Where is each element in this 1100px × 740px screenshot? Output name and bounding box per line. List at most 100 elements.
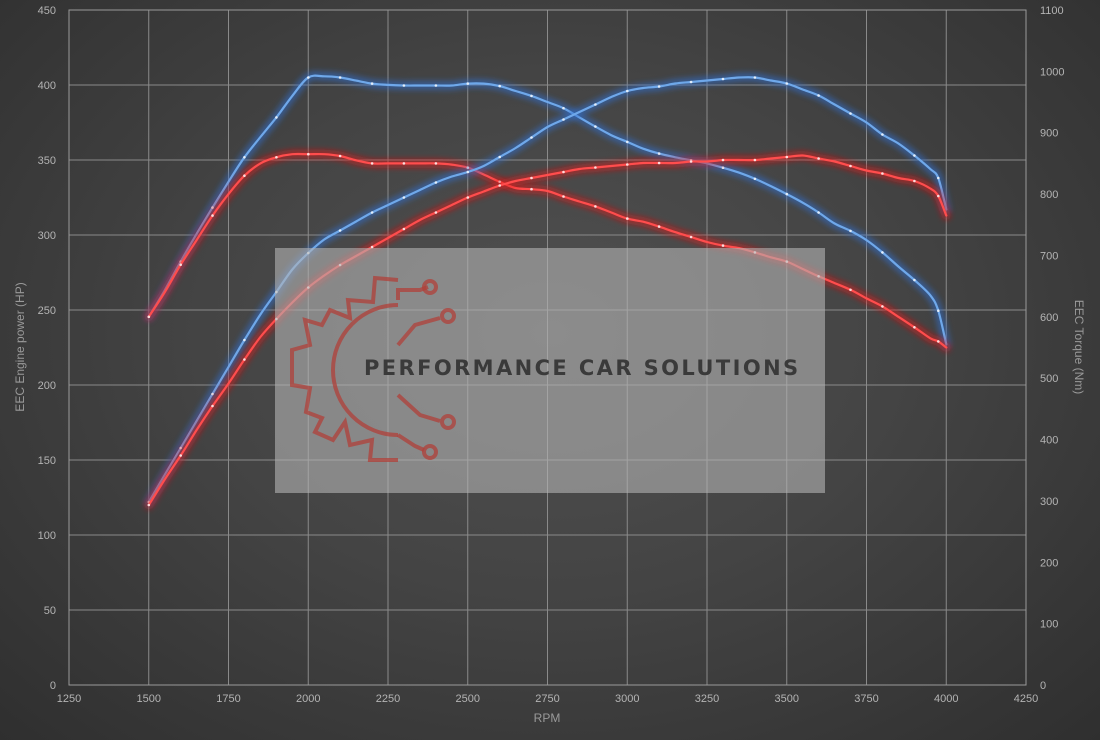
watermark-text: PERFORMANCE CAR SOLUTIONS (364, 356, 801, 380)
x-tick-label-1: 1500 (137, 693, 161, 705)
y-left-tick-label-5: 250 (38, 305, 56, 317)
y-axis-left-label: EEC Engine power (HP) (13, 282, 27, 411)
x-tick-label-6: 2750 (535, 693, 559, 705)
series-0-point-18 (434, 84, 438, 87)
series-2-point-16 (402, 196, 406, 199)
series-2-point-30 (626, 89, 629, 93)
y-left-tick-label-0: 0 (50, 680, 56, 692)
series-3-point-32 (657, 161, 661, 165)
series-3-point-28 (594, 166, 597, 169)
series-1-point-44 (849, 288, 852, 292)
series-3-point-6 (243, 358, 246, 361)
series-2-point-14 (370, 211, 374, 214)
y-right-tick-label-10: 1000 (1040, 66, 1064, 78)
series-1-point-24 (530, 187, 533, 191)
x-tick-label-4: 2250 (376, 693, 400, 705)
series-2-point-18 (434, 181, 438, 184)
series-3-point-0 (147, 503, 151, 507)
series-1-point-2 (179, 263, 182, 267)
y-right-tick-label-7: 700 (1040, 250, 1058, 262)
series-1-point-26 (562, 195, 565, 198)
series-3-point-4 (211, 404, 214, 408)
series-1-point-48 (913, 326, 916, 329)
series-2-point-22 (498, 155, 502, 159)
series-2-point-42 (817, 94, 820, 97)
series-0-point-42 (817, 211, 820, 214)
x-tick-label-10: 3750 (854, 693, 878, 705)
y-right-tick-label-5: 500 (1040, 373, 1058, 385)
series-3-point-24 (530, 176, 533, 180)
gear-circuit-logo (290, 275, 456, 462)
y-right-tick-label-9: 900 (1040, 128, 1058, 140)
tick-labels: 1250 1500 1750 2000 2250 2500 2750 3000 3250 3500… (38, 5, 1065, 705)
series-0-point-8 (275, 116, 278, 119)
series-3-point-36 (721, 158, 725, 162)
watermark: PERFORMANCE CAR SOLUTIONS (275, 248, 825, 493)
series-2-point-50 (937, 176, 940, 180)
x-tick-label-7: 3000 (615, 693, 639, 705)
y-right-tick-label-0: 0 (1040, 680, 1046, 692)
series-3-point-26 (562, 170, 565, 174)
series-1-point-8 (275, 156, 278, 159)
y-left-tick-label-8: 400 (38, 80, 56, 92)
series-1-point-50 (937, 340, 940, 343)
series-3-point-30 (626, 163, 629, 166)
y-left-tick-label-7: 350 (38, 155, 56, 167)
series-0-point-48 (913, 278, 916, 282)
watermark-box (275, 248, 825, 493)
series-1-point-32 (657, 225, 661, 228)
series-1-red-right (144, 149, 951, 352)
series-2-point-38 (753, 76, 757, 79)
y-right-tick-label-3: 300 (1040, 496, 1058, 508)
series-2-point-20 (466, 170, 470, 174)
series-3-point-18 (434, 211, 438, 214)
series-2-point-26 (562, 118, 565, 121)
series-3-point-20 (466, 196, 470, 199)
series-1-point-4 (211, 214, 214, 217)
series-1-point-46 (881, 305, 884, 308)
y-right-tick-label-11: 1100 (1040, 5, 1064, 17)
y-right-tick-label-8: 800 (1040, 189, 1058, 201)
series-1-point-14 (370, 162, 374, 165)
series-0-blue-right (144, 71, 951, 349)
series-1-line (147, 152, 948, 349)
series-3-point-42 (817, 157, 820, 160)
series-1-point-36 (721, 244, 725, 247)
y-right-tick-label-1: 100 (1040, 619, 1058, 631)
x-tick-label-5: 2500 (456, 693, 480, 705)
y-left-tick-label-9: 450 (38, 5, 56, 17)
series-2-point-4 (211, 392, 214, 396)
series-3-point-48 (913, 179, 916, 183)
series-3-point-16 (402, 227, 406, 231)
series-3-point-14 (370, 245, 374, 249)
y-right-tick-label-4: 400 (1040, 435, 1058, 447)
x-tick-label-9: 3500 (775, 693, 799, 705)
y-left-tick-label-4: 200 (38, 380, 56, 392)
series-0-point-16 (402, 84, 406, 87)
series-0-point-14 (370, 82, 374, 85)
series-3-point-22 (498, 184, 502, 187)
y-right-tick-label-6: 600 (1040, 312, 1058, 324)
series-0-point-36 (721, 166, 725, 169)
series-0-point-28 (594, 125, 597, 128)
series-3-point-34 (689, 160, 693, 163)
y-left-tick-label-6: 300 (38, 230, 56, 242)
x-tick-label-3: 2000 (296, 693, 320, 705)
y-left-tick-label-3: 150 (38, 455, 56, 467)
series-0-point-24 (530, 94, 533, 98)
series-0-point-40 (785, 192, 789, 196)
series-0-point-38 (753, 177, 757, 181)
series-2-point-36 (721, 77, 725, 81)
series-2-point-46 (881, 133, 884, 136)
x-tick-label-8: 3250 (695, 693, 719, 705)
series-1-point-28 (594, 205, 597, 208)
series-1-point-16 (402, 162, 406, 165)
plot-frame (68, 9, 1027, 686)
series-3-point-38 (753, 158, 757, 162)
y-left-tick-label-2: 100 (38, 530, 56, 542)
x-tick-label-2: 1750 (216, 693, 240, 705)
series-3-point-40 (785, 155, 789, 159)
x-tick-label-12: 4250 (1014, 693, 1038, 705)
series-2-point-24 (530, 136, 533, 139)
